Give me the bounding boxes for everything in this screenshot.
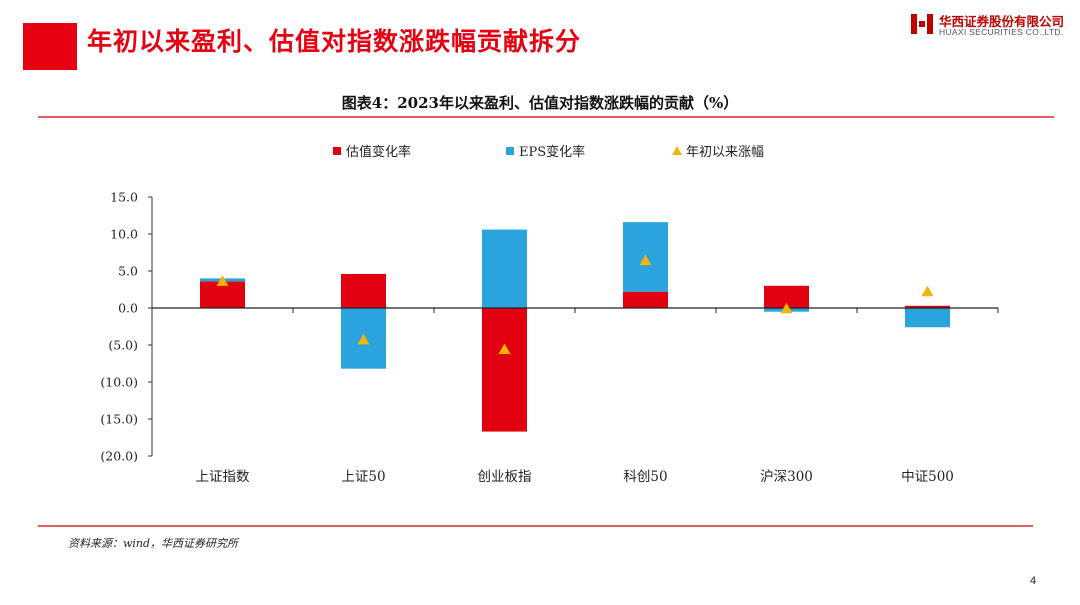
title-divider [38, 116, 1054, 118]
chart-axes: 15.0 10.0 5.0 0.0 (5.0) (10.0) (15.0) (20.0) 上证指… [100, 190, 953, 486]
marker-年初以来涨幅 [357, 333, 370, 345]
legend-label: EPS变化率 [519, 144, 585, 160]
legend-label: 估值变化率 [346, 144, 411, 160]
y-tick-label: 10.0 [110, 227, 138, 242]
chart-bars [151, 222, 999, 432]
chart-title: 图表4：2023年以来盈利、估值对指数涨跌幅的贡献（%） [341, 94, 739, 112]
marker-年初以来涨幅 [921, 285, 934, 297]
title-accent-block [23, 23, 77, 70]
marker-年初以来涨幅 [639, 254, 652, 266]
legend-label: 年初以来涨幅 [686, 145, 764, 160]
company-logo: 华西证券股份有限公司 HUAXI SECURITIES CO.,LTD. [910, 10, 1075, 40]
page-number: 4 [1030, 575, 1037, 587]
bar-估值变化率 [623, 291, 668, 308]
legend-swatch [506, 147, 514, 155]
x-tick-label: 沪深300 [760, 469, 813, 485]
huaxi-logo-icon [911, 14, 933, 34]
x-tick-label: 科创50 [623, 469, 667, 485]
x-tick-label: 上证50 [341, 469, 385, 485]
bar-EPS变化率 [905, 308, 950, 328]
y-tick-label: 0.0 [118, 301, 138, 316]
bar-EPS变化率 [482, 229, 527, 308]
bar-估值变化率 [482, 308, 527, 432]
page-title: 年初以来盈利、估值对指数涨跌幅贡献拆分 [87, 27, 582, 56]
x-tick-label: 创业板指 [478, 469, 532, 485]
chart-markers [216, 254, 934, 354]
logo-name-cn: 华西证券股份有限公司 [939, 14, 1065, 29]
legend-swatch [672, 146, 682, 155]
marker-年初以来涨幅 [498, 343, 511, 354]
x-tick-label: 中证500 [901, 469, 954, 485]
x-tick-label: 上证指数 [196, 469, 250, 485]
logo-name-en: HUAXI SECURITIES CO.,LTD. [939, 27, 1064, 37]
legend-swatch [333, 147, 341, 155]
chart-legend: 估值变化率 EPS变化率 年初以来涨幅 [333, 144, 764, 160]
marker-年初以来涨幅 [216, 275, 229, 286]
y-tick-label: (15.0) [100, 412, 138, 427]
y-tick-label: (10.0) [100, 375, 138, 390]
bar-估值变化率 [764, 285, 809, 308]
bar-估值变化率 [341, 273, 386, 308]
footer-divider [38, 525, 1033, 527]
marker-年初以来涨幅 [780, 302, 793, 314]
y-tick-label: 15.0 [110, 190, 138, 205]
y-tick-label: (20.0) [100, 449, 138, 464]
bar-估值变化率 [905, 305, 950, 308]
source-note: 资料来源：wind，华西证券研究所 [68, 537, 239, 550]
y-tick-label: (5.0) [108, 338, 138, 353]
y-tick-label: 5.0 [118, 264, 138, 279]
